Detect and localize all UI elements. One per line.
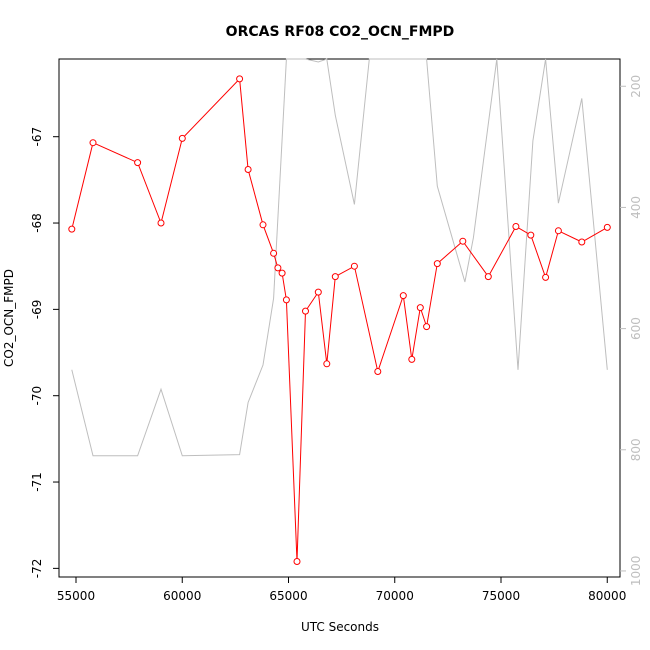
data-point [89, 139, 97, 147]
x-tick-label: 70000 [376, 589, 414, 603]
data-point [512, 223, 520, 230]
data-point [350, 262, 358, 270]
x-axis-label: UTC Seconds [301, 620, 379, 634]
right-tick-label: 800 [629, 438, 643, 461]
data-point [314, 288, 322, 296]
data-point [484, 273, 492, 281]
data-point [416, 304, 424, 312]
y-tick-label: -67 [30, 127, 44, 147]
chart-title: ORCAS RF08 CO2_OCN_FMPD [226, 24, 455, 40]
y-tick-label: -71 [30, 472, 44, 492]
x-tick-label: 55000 [57, 589, 95, 603]
x-tick-label: 75000 [482, 589, 520, 603]
right-axis: 200 400 600 800 1000 [620, 75, 643, 586]
data-point [293, 558, 301, 565]
data-point [274, 264, 282, 272]
x-tick-label: 65000 [269, 589, 307, 603]
data-point [374, 368, 382, 375]
right-tick-label: 600 [629, 317, 643, 340]
data-point [157, 219, 165, 227]
data-point [423, 323, 431, 331]
red-series [68, 75, 611, 565]
y-axis-label: CO2_OCN_FMPD [2, 269, 16, 367]
data-point [236, 75, 244, 83]
data-point [408, 355, 416, 363]
data-point [459, 237, 467, 245]
data-point [433, 260, 441, 268]
data-point [603, 223, 611, 231]
data-point [554, 227, 562, 235]
data-point [542, 273, 550, 281]
x-axis: 55000 60000 65000 70000 75000 80000 [57, 576, 626, 603]
data-point [244, 166, 252, 173]
x-tick-label: 80000 [588, 589, 626, 603]
red-series-line [71, 77, 608, 562]
y-tick-label: -69 [30, 300, 44, 320]
data-point [259, 221, 267, 229]
y-tick-label: -70 [30, 386, 44, 406]
data-point [323, 360, 331, 368]
data-point [331, 273, 339, 281]
grey-series-line [71, 58, 608, 457]
data-point [282, 296, 290, 304]
data-point [134, 159, 142, 167]
data-point [527, 231, 535, 239]
data-point [399, 292, 407, 300]
data-point [302, 307, 309, 315]
data-point [270, 249, 278, 257]
x-tick-label: 60000 [163, 589, 201, 603]
y-tick-label: -68 [30, 213, 44, 233]
right-tick-label: 200 [629, 75, 643, 98]
data-point [578, 238, 586, 246]
right-tick-label: 400 [629, 196, 643, 219]
right-tick-label: 1000 [629, 556, 643, 587]
y-axis: -72 -71 -70 -69 -68 -67 [30, 127, 59, 578]
data-point [178, 134, 186, 142]
data-point [278, 269, 286, 277]
data-point [68, 225, 76, 233]
grey-series [71, 58, 608, 457]
y-tick-label: -72 [30, 559, 44, 579]
